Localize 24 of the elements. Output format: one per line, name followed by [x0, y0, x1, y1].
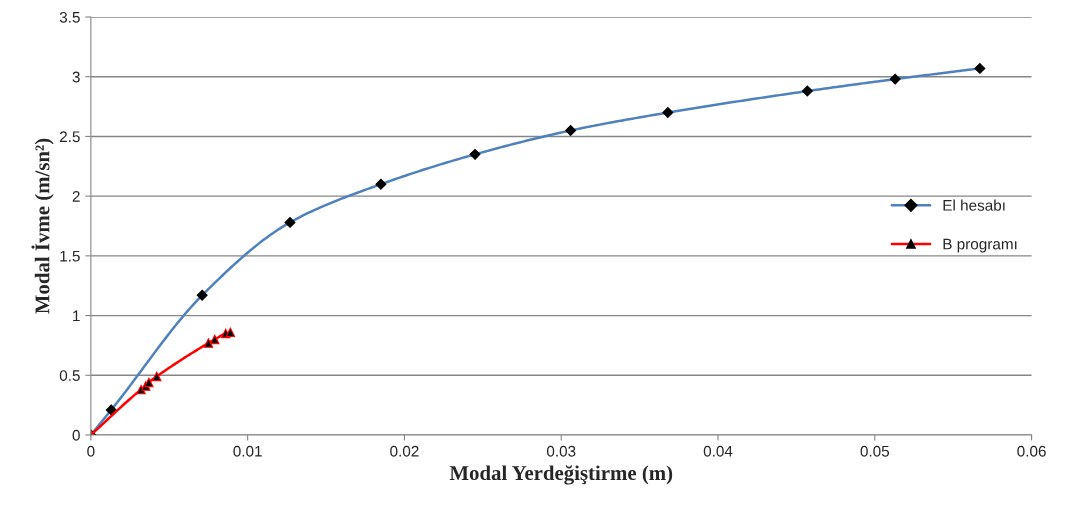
y-tick-label: 0.5: [59, 370, 80, 381]
x-tick-label: 0.03: [546, 445, 576, 457]
point: [210, 334, 220, 345]
x-tick-label: 0: [87, 445, 95, 457]
point: [203, 338, 214, 348]
y-tick-label: 3.5: [59, 11, 80, 23]
y-tick-label: 2: [72, 191, 80, 202]
y-axis-title: Modal İvme (m/sn²): [31, 138, 54, 314]
x-tick-label: 0.02: [390, 445, 419, 457]
y-tick-label: 0: [72, 429, 80, 441]
point: [151, 371, 162, 382]
y-tick-label: 1: [73, 310, 80, 322]
y-tick-label: 3: [72, 71, 80, 83]
point: [144, 377, 154, 388]
y-tick-label: 2.5: [59, 131, 80, 143]
point: [225, 327, 236, 338]
x-tick-label: 0.06: [1017, 445, 1046, 457]
legend-label: B programı: [943, 238, 1017, 253]
x-tick-label: 0.01: [233, 445, 262, 457]
y-tick-label: 1.5: [60, 250, 80, 262]
x-axis-title: Modal Yerdeğiştirme (m): [449, 465, 673, 485]
x-tick-label: 0.04: [703, 445, 733, 457]
x-tick-label: 0.05: [860, 445, 890, 457]
legend-label: El hesabı: [943, 199, 1005, 211]
